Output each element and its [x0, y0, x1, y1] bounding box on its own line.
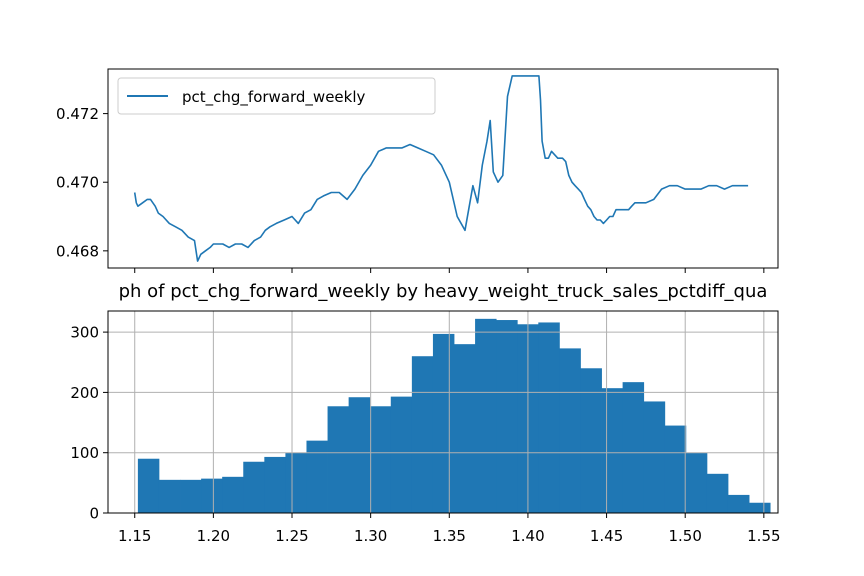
- y-tick-label: 100: [70, 444, 99, 462]
- histogram-bar: [559, 348, 581, 513]
- histogram-bar: [243, 461, 265, 513]
- histogram-bar: [685, 452, 708, 513]
- y-tick-label: 0.470: [56, 174, 99, 192]
- x-tick-label: 1.40: [511, 527, 544, 545]
- histogram-bar: [411, 356, 434, 513]
- histogram-bar: [475, 318, 497, 513]
- plot-frame: [107, 310, 779, 514]
- legend-label: pct_chg_forward_weekly: [182, 88, 366, 107]
- x-tick-label: 1.45: [590, 527, 623, 545]
- histogram-bar: [706, 473, 729, 513]
- y-tick-label: 0.472: [56, 105, 99, 123]
- legend-box: [117, 77, 436, 115]
- histogram-bar: [727, 494, 750, 513]
- histogram-bar: [601, 388, 624, 513]
- histogram-bar: [369, 406, 392, 513]
- histogram-bar: [285, 452, 307, 513]
- histogram-bar: [201, 478, 223, 513]
- y-tick-label: 200: [70, 384, 99, 402]
- y-tick-label: 0: [89, 505, 99, 523]
- x-tick-label: 1.35: [433, 527, 466, 545]
- series-line: [133, 75, 749, 262]
- x-tick-label: 1.55: [747, 527, 780, 545]
- x-tick-label: 1.25: [275, 527, 308, 545]
- chart-title: ph of pct_chg_forward_weekly by heavy_we…: [119, 281, 768, 302]
- plot-frame: [107, 68, 779, 269]
- y-tick-label: 300: [70, 324, 99, 342]
- histogram-bar: [454, 344, 476, 513]
- histogram-bar: [749, 502, 771, 513]
- x-tick-label: 1.50: [669, 527, 702, 545]
- histogram-bar: [538, 322, 560, 513]
- histogram-bar: [222, 476, 244, 513]
- histogram-bar: [390, 396, 413, 513]
- histogram-bar: [432, 333, 455, 513]
- histogram-bar: [664, 425, 687, 513]
- histogram-bar: [496, 320, 518, 513]
- x-tick-label: 1.30: [354, 527, 387, 545]
- histogram-bar: [180, 479, 202, 513]
- histogram-bar: [264, 456, 286, 513]
- y-tick-label: 0.468: [56, 242, 99, 260]
- histogram-bar: [643, 401, 666, 513]
- histogram-bar: [158, 479, 181, 513]
- histogram-bar: [306, 440, 328, 513]
- x-tick-label: 1.20: [197, 527, 230, 545]
- histogram-panel: ph of pct_chg_forward_weekly by heavy_we…: [70, 281, 780, 545]
- histogram-bar: [580, 368, 602, 513]
- histogram-bar: [137, 458, 160, 513]
- histogram-bar: [327, 406, 350, 513]
- histogram-bar: [622, 382, 645, 513]
- line-chart-panel: 0.468 0.470 0.472 pct_chg_forward_weekly: [56, 68, 779, 273]
- histogram-bar: [348, 397, 371, 513]
- x-tick-label: 1.15: [118, 527, 151, 545]
